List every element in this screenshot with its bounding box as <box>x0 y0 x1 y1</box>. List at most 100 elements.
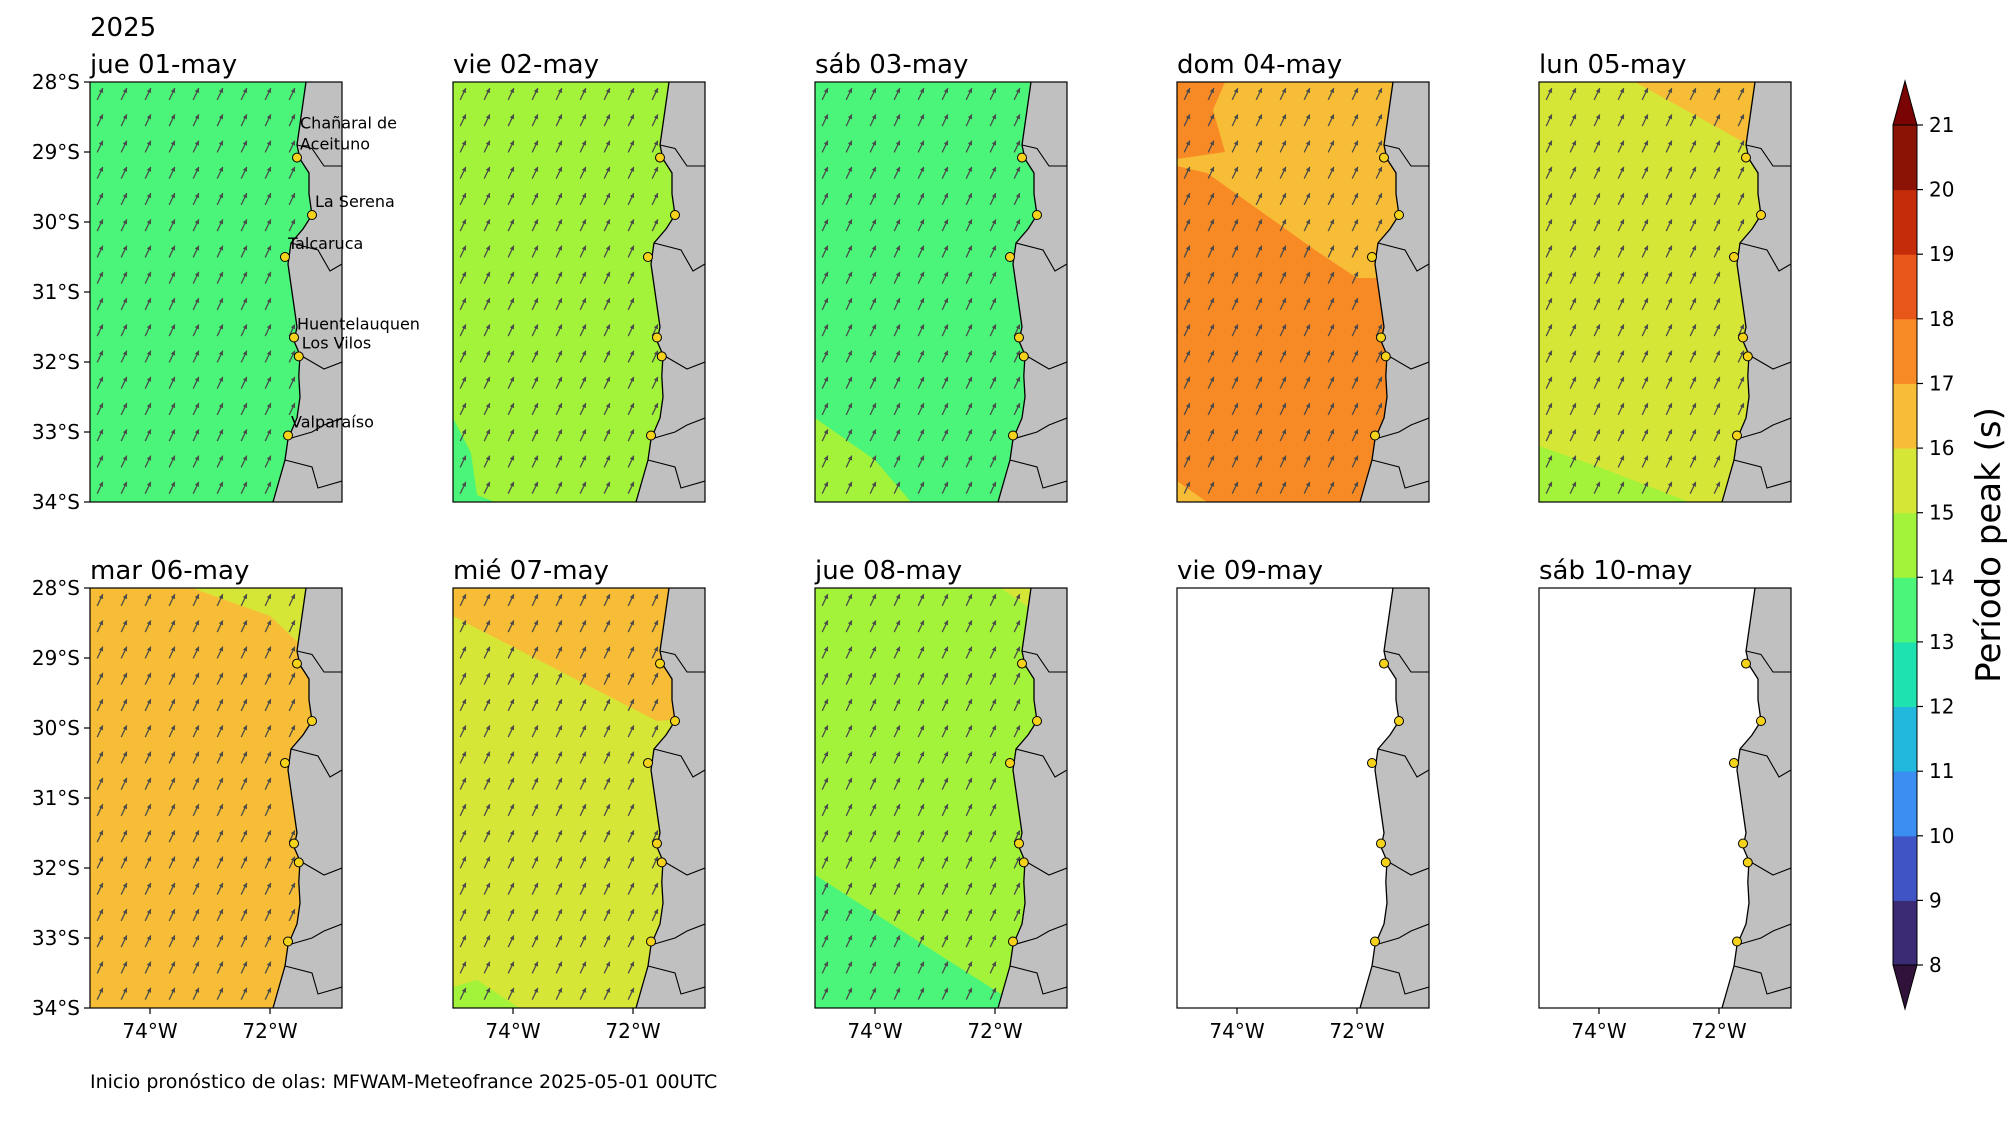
lat-tick-label: 29°S <box>32 646 80 670</box>
lat-tick-label: 34°S <box>32 996 80 1020</box>
border-line <box>1009 965 1067 995</box>
colorbar-segment <box>1893 706 1917 772</box>
lat-tick-label: 28°S <box>32 576 80 600</box>
land-area <box>1722 588 1791 1008</box>
map-panel: dom 04-may <box>1176 50 1430 503</box>
location-marker <box>1032 210 1042 220</box>
colorbar-segment <box>1893 448 1917 514</box>
location-marker <box>283 430 293 441</box>
location-marker <box>656 351 667 362</box>
map-panel: vie 02-may <box>452 50 706 503</box>
colorbar-tick-label: 8 <box>1929 953 1942 977</box>
border-line <box>299 354 342 370</box>
location-marker <box>1756 210 1766 220</box>
land-area <box>1360 82 1429 502</box>
location-marker <box>1018 857 1029 868</box>
location-marker <box>1008 430 1018 441</box>
lat-tick-label: 34°S <box>32 490 80 514</box>
border-line <box>1024 354 1067 370</box>
lat-tick-label: 32°S <box>32 856 80 880</box>
location-marker <box>643 252 653 262</box>
border-line <box>662 860 705 876</box>
border-line <box>1024 860 1067 876</box>
border-line <box>287 923 342 946</box>
border-line <box>1371 459 1429 489</box>
location-marker <box>1738 332 1748 343</box>
period-region <box>90 82 342 502</box>
colorbar-tick-label: 19 <box>1929 242 1954 266</box>
colorbar-tick-label: 14 <box>1929 565 1954 589</box>
lat-tick-label: 32°S <box>32 350 80 374</box>
colorbar-segment <box>1893 641 1917 707</box>
lat-tick-label: 30°S <box>32 716 80 740</box>
lon-tick-label: 74°W <box>122 1019 177 1043</box>
colorbar-under-arrow <box>1892 964 1918 1011</box>
location-marker <box>293 351 304 362</box>
location-marker <box>652 838 662 849</box>
land-area <box>636 588 705 1008</box>
border-line <box>1371 965 1429 995</box>
border-line <box>650 923 705 946</box>
location-marker <box>1741 658 1751 669</box>
location-marker <box>307 716 317 726</box>
location-marker <box>1017 658 1027 669</box>
border-line <box>1745 144 1791 167</box>
location-marker <box>292 152 302 163</box>
figure-year: 2025 <box>90 13 156 43</box>
location-marker <box>656 857 667 868</box>
lon-tick-label: 72°W <box>605 1019 660 1043</box>
border-line <box>1021 650 1067 673</box>
colorbar-tick-label: 17 <box>1929 372 1954 396</box>
border-line <box>1748 354 1791 370</box>
land-area <box>1722 82 1791 502</box>
panel-frame <box>814 587 1068 1009</box>
location-label: Chañaral de Aceituno <box>300 114 397 154</box>
location-marker <box>293 857 304 868</box>
border-line <box>1012 923 1067 946</box>
location-marker <box>1376 838 1386 849</box>
border-line <box>1021 144 1067 167</box>
colorbar-tick-label: 9 <box>1929 888 1942 912</box>
border-line <box>659 650 705 673</box>
location-marker <box>1379 658 1389 669</box>
direction-arrows <box>821 593 1021 1000</box>
colorbar-segment <box>1893 189 1917 255</box>
colorbar-tick-label: 20 <box>1929 178 1954 202</box>
map-panel: sáb 10-may 74°W 72°W <box>1538 556 1792 1043</box>
location-marker <box>1756 716 1766 726</box>
direction-arrows <box>459 87 659 494</box>
lon-tick-label: 72°W <box>1329 1019 1384 1043</box>
border-line <box>299 860 342 876</box>
panel-frame <box>1176 587 1430 1009</box>
location-marker <box>1367 758 1377 768</box>
panel-frame <box>452 81 706 503</box>
panel-frame <box>1176 81 1430 503</box>
period-region <box>1539 446 1689 502</box>
panel-title: sáb 03-may <box>815 50 968 80</box>
colorbar-segment <box>1893 835 1917 901</box>
panel-frame <box>1538 81 1792 503</box>
colorbar-tick-label: 12 <box>1929 695 1954 719</box>
colorbar-tick-label: 10 <box>1929 824 1954 848</box>
location-marker <box>1032 716 1042 726</box>
border-line <box>287 417 342 440</box>
land-area <box>636 82 705 502</box>
direction-arrows <box>96 593 296 1000</box>
lat-tick-label: 29°S <box>32 140 80 164</box>
colorbar-segment <box>1893 383 1917 449</box>
location-marker <box>655 658 665 669</box>
land-area <box>998 588 1067 1008</box>
period-region <box>453 418 495 502</box>
map-panels: Chañaral de Aceituno La Serena Talcaruca Hue… <box>32 50 1792 1043</box>
location-marker <box>280 252 290 262</box>
border-line <box>1383 144 1429 167</box>
border-line <box>290 748 342 778</box>
colorbar-frame <box>1892 124 1918 966</box>
direction-arrows <box>1183 87 1383 494</box>
direction-arrows <box>459 593 659 1000</box>
location-marker <box>1380 351 1391 362</box>
location-label: Los Vilos <box>302 333 371 352</box>
map-panel: Chañaral de Aceituno La Serena Talcaruca Hue… <box>32 50 420 514</box>
location-marker <box>670 210 680 220</box>
